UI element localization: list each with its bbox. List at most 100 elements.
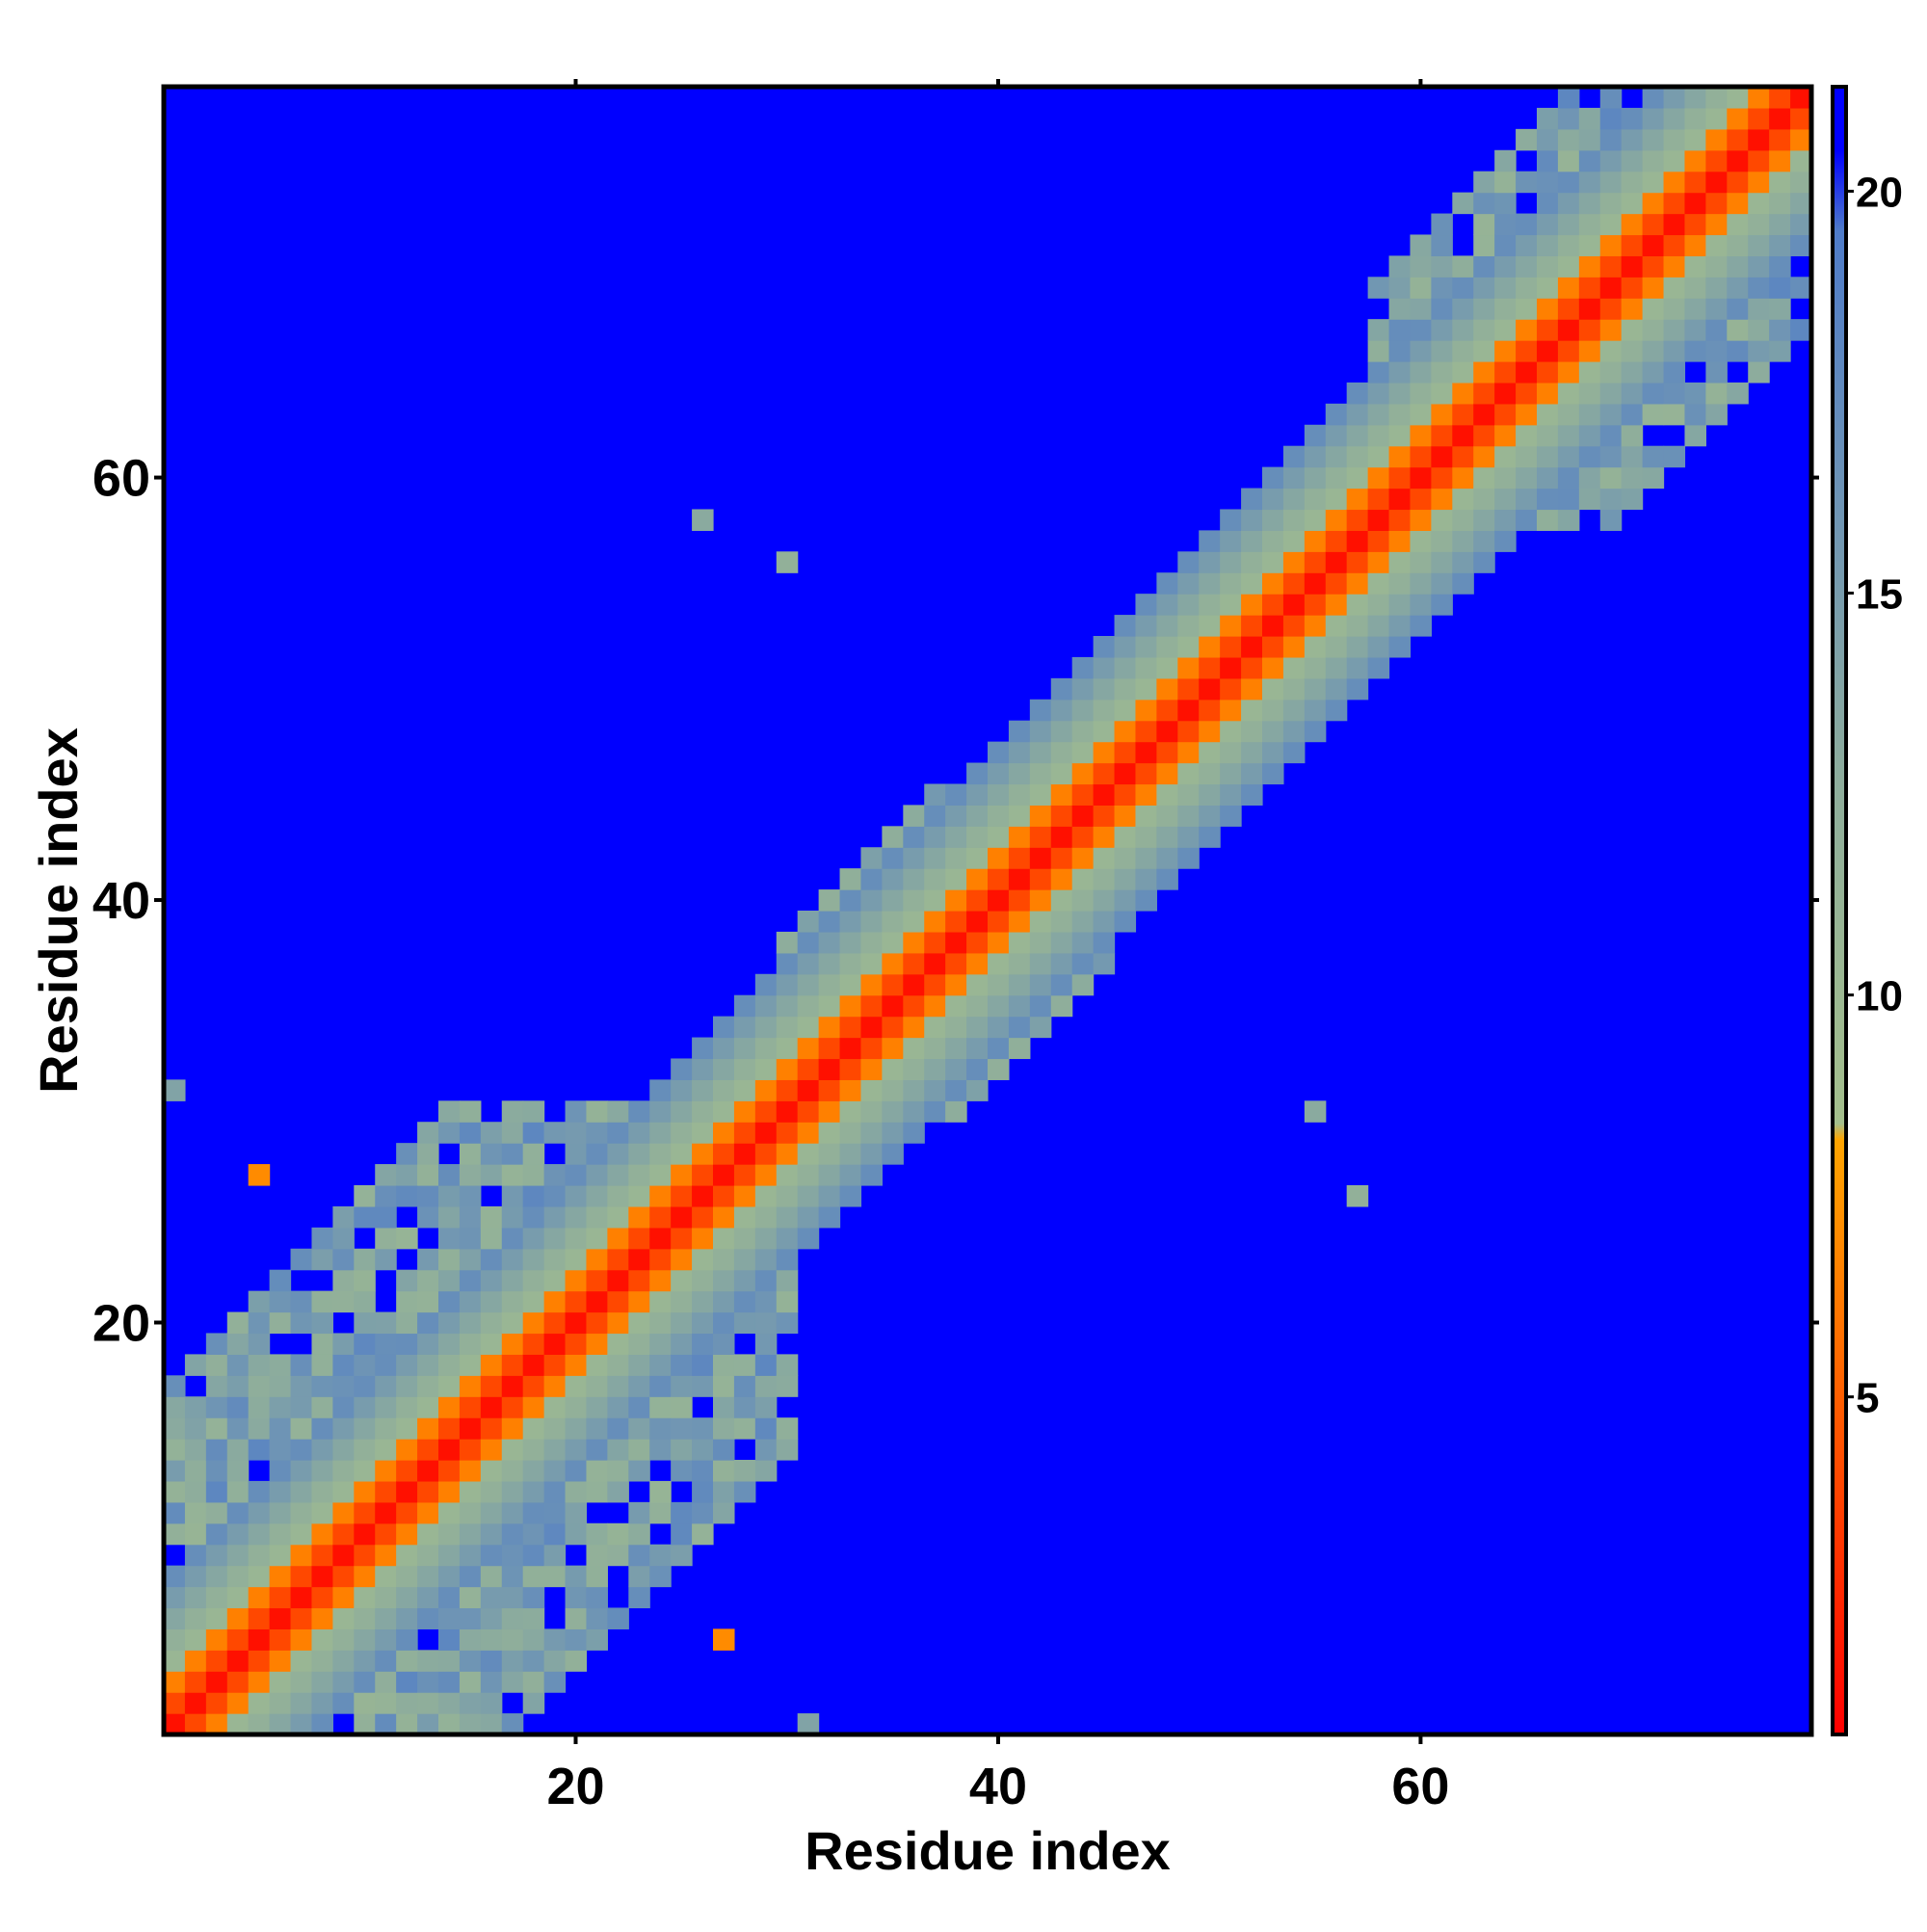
heatmap-cell xyxy=(671,1522,693,1546)
heatmap-cell xyxy=(1262,741,1284,764)
heatmap-cell xyxy=(1071,889,1095,912)
heatmap-cell xyxy=(818,1143,841,1165)
heatmap-cell xyxy=(290,1248,313,1271)
heatmap-cell xyxy=(586,1143,608,1165)
heatmap-cell xyxy=(226,1396,250,1418)
heatmap-cell xyxy=(1282,594,1306,616)
heatmap-cell xyxy=(1748,87,1770,109)
heatmap-cell xyxy=(628,1311,650,1335)
heatmap-cell xyxy=(1177,656,1200,679)
heatmap-cell xyxy=(1684,192,1706,215)
heatmap-cell xyxy=(733,1354,756,1376)
heatmap-cell xyxy=(924,783,946,806)
heatmap-cell xyxy=(1473,403,1495,426)
heatmap-cell xyxy=(628,1586,650,1609)
heatmap-cell xyxy=(607,1354,629,1376)
heatmap-cell xyxy=(903,1016,925,1039)
heatmap-cell xyxy=(269,1628,292,1651)
heatmap-cell xyxy=(184,1692,207,1714)
heatmap-cell xyxy=(776,1164,799,1186)
heatmap-cell xyxy=(1748,128,1770,151)
heatmap-cell xyxy=(396,1671,418,1693)
heatmap-cell xyxy=(480,1565,503,1588)
heatmap-cell xyxy=(1599,87,1623,109)
heatmap-cell xyxy=(248,1375,271,1397)
heatmap-cell xyxy=(354,1439,376,1461)
heatmap-cell xyxy=(733,1375,756,1397)
heatmap-cell xyxy=(713,1269,735,1292)
heatmap-cell xyxy=(1705,277,1728,299)
heatmap-cell xyxy=(480,1248,503,1271)
heatmap-cell xyxy=(945,847,967,869)
heatmap-cell xyxy=(1494,403,1517,426)
heatmap-cell xyxy=(480,1650,503,1672)
heatmap-cell xyxy=(565,1565,588,1588)
heatmap-cell xyxy=(1367,361,1390,384)
heatmap-cell xyxy=(1199,826,1221,848)
heatmap-cell xyxy=(184,1417,207,1440)
heatmap-cell xyxy=(649,1269,672,1292)
heatmap-cell xyxy=(164,1650,186,1672)
heatmap-cell xyxy=(1684,298,1706,320)
heatmap-cell xyxy=(332,1396,355,1418)
heatmap-cell xyxy=(671,1205,693,1229)
heatmap-cell xyxy=(311,1713,333,1735)
heatmap-cell xyxy=(1241,783,1263,806)
heatmap-cell xyxy=(1705,340,1728,362)
heatmap-cell xyxy=(459,1671,482,1693)
heatmap-cell xyxy=(375,1227,397,1250)
heatmap-cell xyxy=(164,1692,186,1714)
heatmap-cell xyxy=(1071,741,1095,764)
heatmap-cell xyxy=(459,1460,482,1482)
heatmap-cell xyxy=(1262,572,1284,595)
heatmap-cell xyxy=(818,1079,841,1101)
heatmap-cell xyxy=(290,1713,313,1735)
heatmap-cell xyxy=(501,1333,524,1355)
heatmap-cell xyxy=(269,1311,292,1335)
heatmap-cell xyxy=(501,1290,524,1313)
heatmap-cell xyxy=(459,1650,482,1672)
heatmap-cell xyxy=(205,1650,228,1672)
heatmap-cell xyxy=(417,1713,439,1735)
heatmap-cell xyxy=(1621,424,1644,447)
heatmap-cell xyxy=(543,1290,567,1313)
heatmap-cell xyxy=(1494,192,1517,215)
heatmap-cell xyxy=(290,1480,313,1503)
heatmap-cell xyxy=(1642,171,1665,194)
heatmap-cell xyxy=(1177,720,1200,743)
heatmap-cell xyxy=(1578,255,1601,278)
heatmap-cell xyxy=(1029,973,1052,996)
heatmap-cell xyxy=(1388,403,1412,426)
heatmap-cell xyxy=(543,1333,567,1355)
heatmap-cell xyxy=(501,1100,524,1123)
heatmap-cell xyxy=(733,1480,756,1503)
heatmap-cell xyxy=(607,1164,629,1186)
heatmap-cell xyxy=(332,1650,355,1672)
heatmap-cell xyxy=(375,1205,397,1229)
heatmap-cell xyxy=(438,1290,461,1313)
heatmap-cell xyxy=(290,1460,313,1482)
heatmap-cell xyxy=(1135,594,1157,616)
heatmap-cell xyxy=(332,1269,355,1292)
heatmap-cell xyxy=(945,805,967,827)
heatmap-cell xyxy=(903,868,925,890)
heatmap-cell xyxy=(797,1058,820,1080)
heatmap-cell xyxy=(248,1628,271,1651)
heatmap-cell xyxy=(543,1671,567,1693)
heatmap-cell xyxy=(1282,677,1306,701)
heatmap-cell xyxy=(1557,488,1580,511)
heatmap-cell xyxy=(692,1100,714,1123)
heatmap-cell xyxy=(671,1544,693,1567)
heatmap-cell xyxy=(1578,192,1601,215)
heatmap-cell xyxy=(1578,107,1601,130)
heatmap-cell xyxy=(1050,826,1073,848)
heatmap-cell xyxy=(754,1333,778,1355)
heatmap-cell xyxy=(1452,382,1474,405)
heatmap-cell xyxy=(797,1122,820,1144)
heatmap-cell xyxy=(417,1375,439,1397)
heatmap-cell xyxy=(1599,403,1623,426)
heatmap-cell xyxy=(1410,277,1432,299)
heatmap-cell xyxy=(1135,677,1157,701)
heatmap-cell xyxy=(205,1375,228,1397)
heatmap-cell xyxy=(882,1058,904,1080)
